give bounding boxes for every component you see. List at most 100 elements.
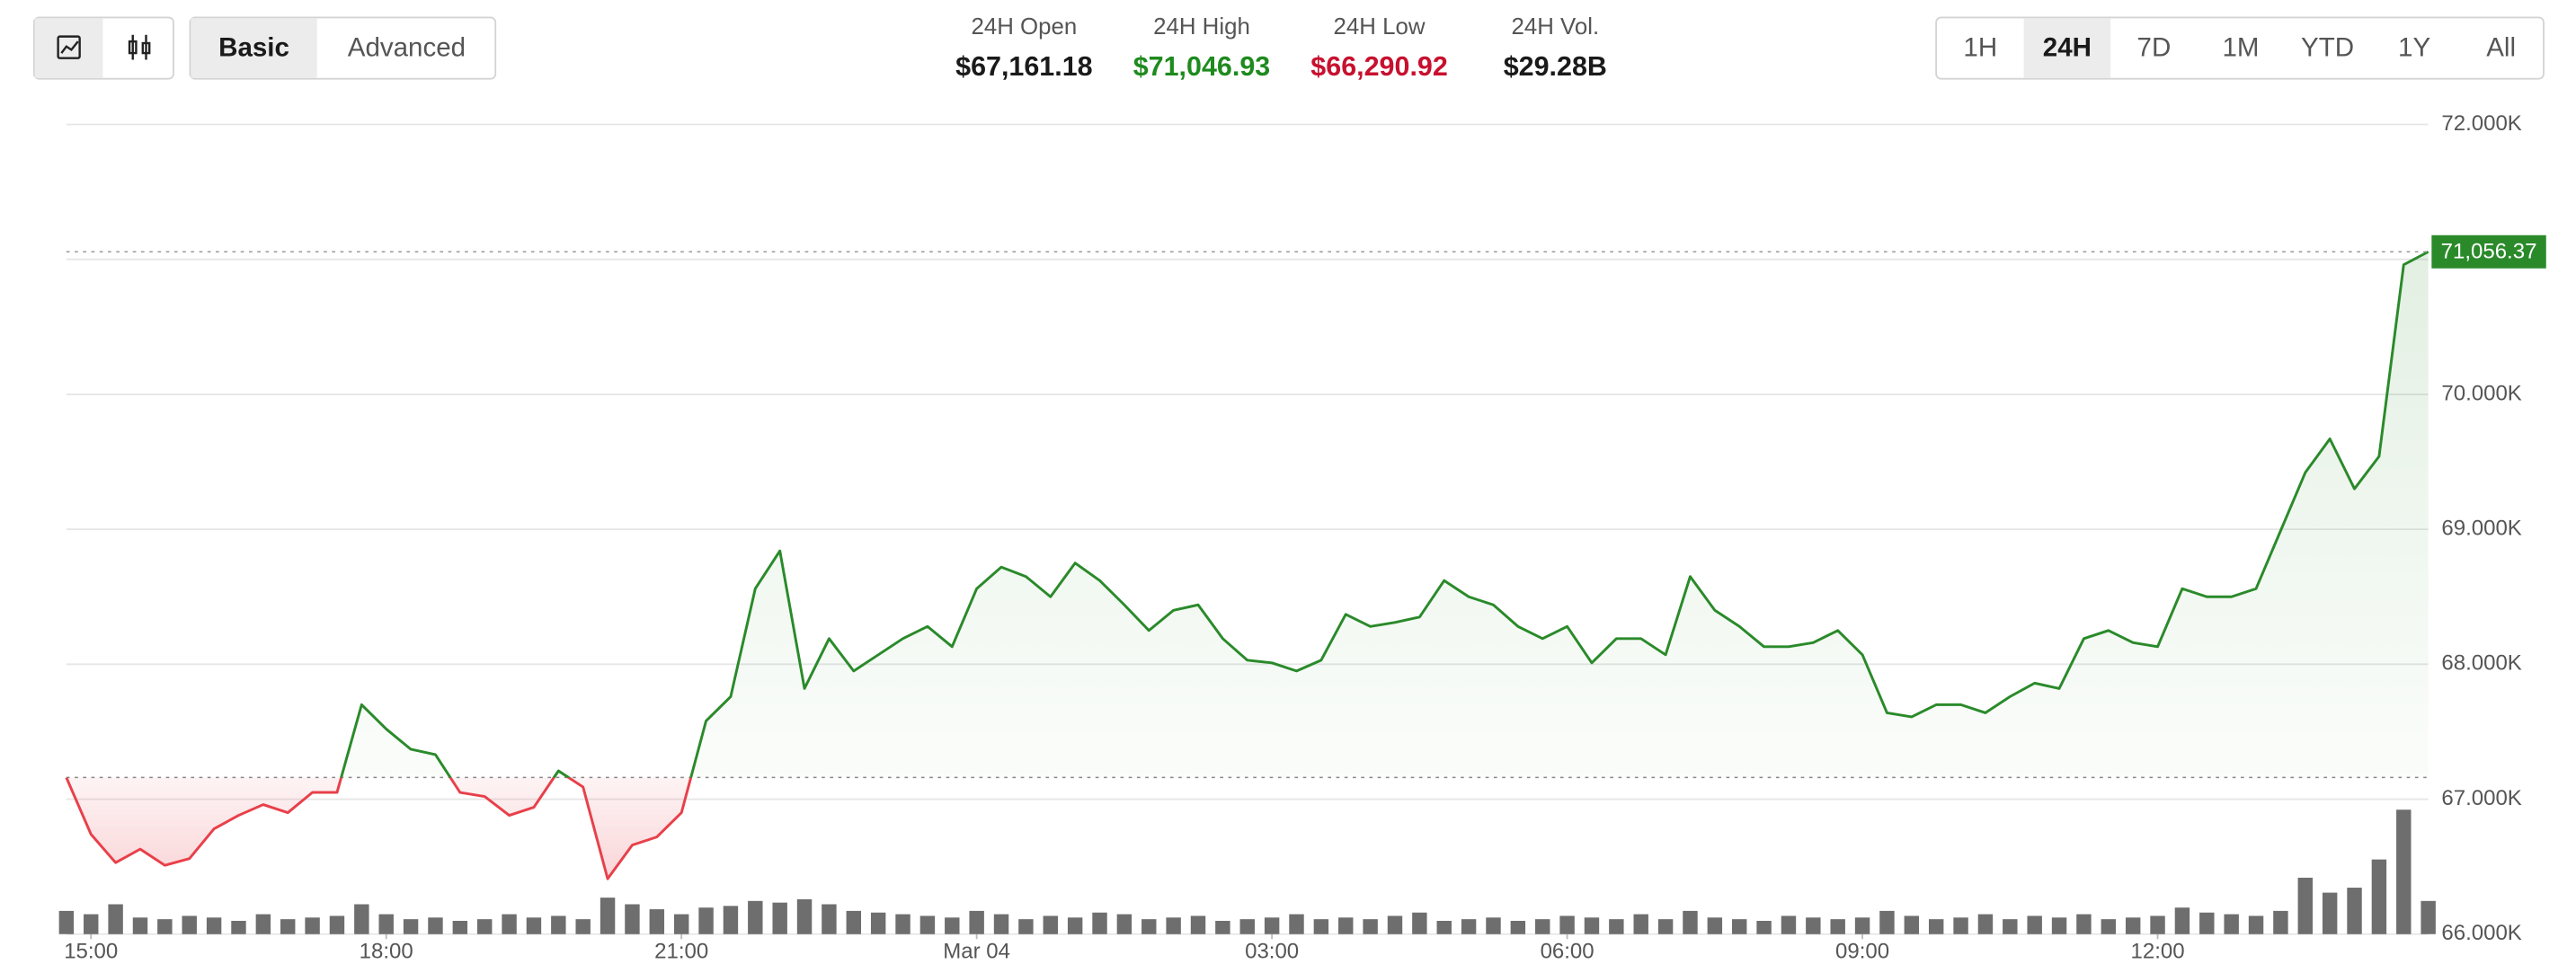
volume-bar xyxy=(993,914,1009,934)
x-tick-label: 18:00 xyxy=(360,939,413,963)
volume-bar xyxy=(1609,919,1624,934)
volume-bar xyxy=(1387,915,1403,934)
volume-bar xyxy=(2322,892,2338,934)
volume-bar xyxy=(1313,919,1329,934)
view-button[interactable] xyxy=(191,18,317,78)
range-label[interactable]: All xyxy=(2486,32,2516,62)
volume-bar xyxy=(452,920,468,934)
volume-bar xyxy=(2199,912,2215,934)
x-tick-label: 21:00 xyxy=(654,939,708,963)
y-tick-label: 69.000K xyxy=(2441,516,2521,540)
volume-bar xyxy=(2248,915,2264,934)
volume-bar xyxy=(502,914,517,934)
volume-bar xyxy=(2371,859,2387,934)
range-label[interactable]: 1Y xyxy=(2398,32,2430,62)
volume-bar xyxy=(1092,912,1107,934)
stat-value: $66,290.92 xyxy=(1310,51,1447,82)
volume-bar xyxy=(1043,915,1058,934)
stat-value: $71,046.93 xyxy=(1133,51,1270,82)
x-tick-label: 12:00 xyxy=(2131,939,2185,963)
volume-bar xyxy=(305,917,320,934)
x-tick-label: 15:00 xyxy=(64,939,118,963)
volume-bar xyxy=(1486,917,1501,934)
volume-bar xyxy=(1510,920,1526,934)
y-tick-label: 67.000K xyxy=(2441,786,2521,810)
stat-label: 24H Low xyxy=(1334,14,1426,40)
volume-bar xyxy=(1756,920,1772,934)
volume-bar xyxy=(1683,910,1698,934)
volume-bar xyxy=(206,917,222,934)
x-tick-label: 03:00 xyxy=(1245,939,1299,963)
chart-type-toggle xyxy=(32,16,174,80)
volume-bar xyxy=(1436,920,1452,934)
volume-bar xyxy=(1535,919,1550,934)
view-toggle: Basic Advanced xyxy=(189,16,497,80)
volume-bar xyxy=(945,917,960,934)
volume-bar xyxy=(2076,914,2092,934)
volume-bar xyxy=(1239,919,1255,934)
volume-bar xyxy=(1657,919,1674,934)
volume-bar xyxy=(1781,915,1797,934)
range-button[interactable] xyxy=(2023,18,2111,78)
y-tick-label: 66.000K xyxy=(2441,921,2521,945)
volume-bar xyxy=(969,910,984,934)
volume-bar xyxy=(1363,919,1378,934)
volume-bar xyxy=(1141,919,1157,934)
volume-bar xyxy=(526,917,542,934)
volume-bar xyxy=(772,902,787,934)
volume-bar xyxy=(157,919,173,934)
volume-bar xyxy=(625,904,640,934)
view-label[interactable]: Basic xyxy=(218,32,289,62)
candle-icon[interactable] xyxy=(128,34,151,60)
volume-bar xyxy=(1879,910,1895,934)
volume-bar xyxy=(231,920,246,934)
volume-bar xyxy=(748,900,763,934)
y-tick-label: 70.000K xyxy=(2441,381,2521,405)
line-icon xyxy=(57,35,81,59)
range-toggle: 1H 24H 7D 1M YTD 1Y All xyxy=(1935,16,2545,80)
volume-bar xyxy=(1289,914,1304,934)
volume-bar xyxy=(822,904,837,934)
volume-bar xyxy=(600,898,616,934)
volume-bar xyxy=(403,919,419,934)
volume-bar xyxy=(2101,919,2117,934)
volume-bar xyxy=(2297,877,2313,934)
price-line xyxy=(65,250,2429,880)
volume-bar xyxy=(108,904,123,934)
volume-bar xyxy=(870,912,886,934)
y-tick-label: 68.000K xyxy=(2441,651,2521,676)
view-label[interactable]: Advanced xyxy=(348,32,466,62)
volume-bar xyxy=(132,917,148,934)
volume-bar xyxy=(1830,919,1845,934)
volume-bar xyxy=(2125,917,2141,934)
stat-label: 24H High xyxy=(1153,14,1250,40)
range-label[interactable]: YTD xyxy=(2301,32,2354,62)
stat-label: 24H Vol. xyxy=(1511,14,1599,40)
volume-bar xyxy=(1190,915,1206,934)
x-tick-label: 09:00 xyxy=(1835,939,1889,963)
volume-bar xyxy=(698,907,714,934)
volume-bar xyxy=(1707,917,1723,934)
volume-bar xyxy=(1977,914,1994,934)
range-label[interactable]: 24H xyxy=(2043,32,2092,62)
range-label[interactable]: 7D xyxy=(2137,32,2172,62)
volume-bar xyxy=(2003,919,2018,934)
last-price-tag xyxy=(2431,234,2546,269)
volume-bar xyxy=(1166,917,1181,934)
volume-bar xyxy=(673,914,689,934)
range-label[interactable]: 1M xyxy=(2222,32,2259,62)
volume-bar xyxy=(723,906,739,934)
volume-bar xyxy=(895,914,910,934)
volume-bar xyxy=(280,919,296,934)
volume-bar xyxy=(182,915,197,934)
volume-bar xyxy=(354,904,369,934)
volume-bar xyxy=(575,919,591,934)
range-label[interactable]: 1H xyxy=(1963,32,1997,62)
volume-bar xyxy=(1633,914,1648,934)
volume-bar xyxy=(1215,920,1230,934)
volume-bar xyxy=(84,914,99,934)
volume-bar xyxy=(378,914,394,934)
volume-bar xyxy=(1559,915,1575,934)
